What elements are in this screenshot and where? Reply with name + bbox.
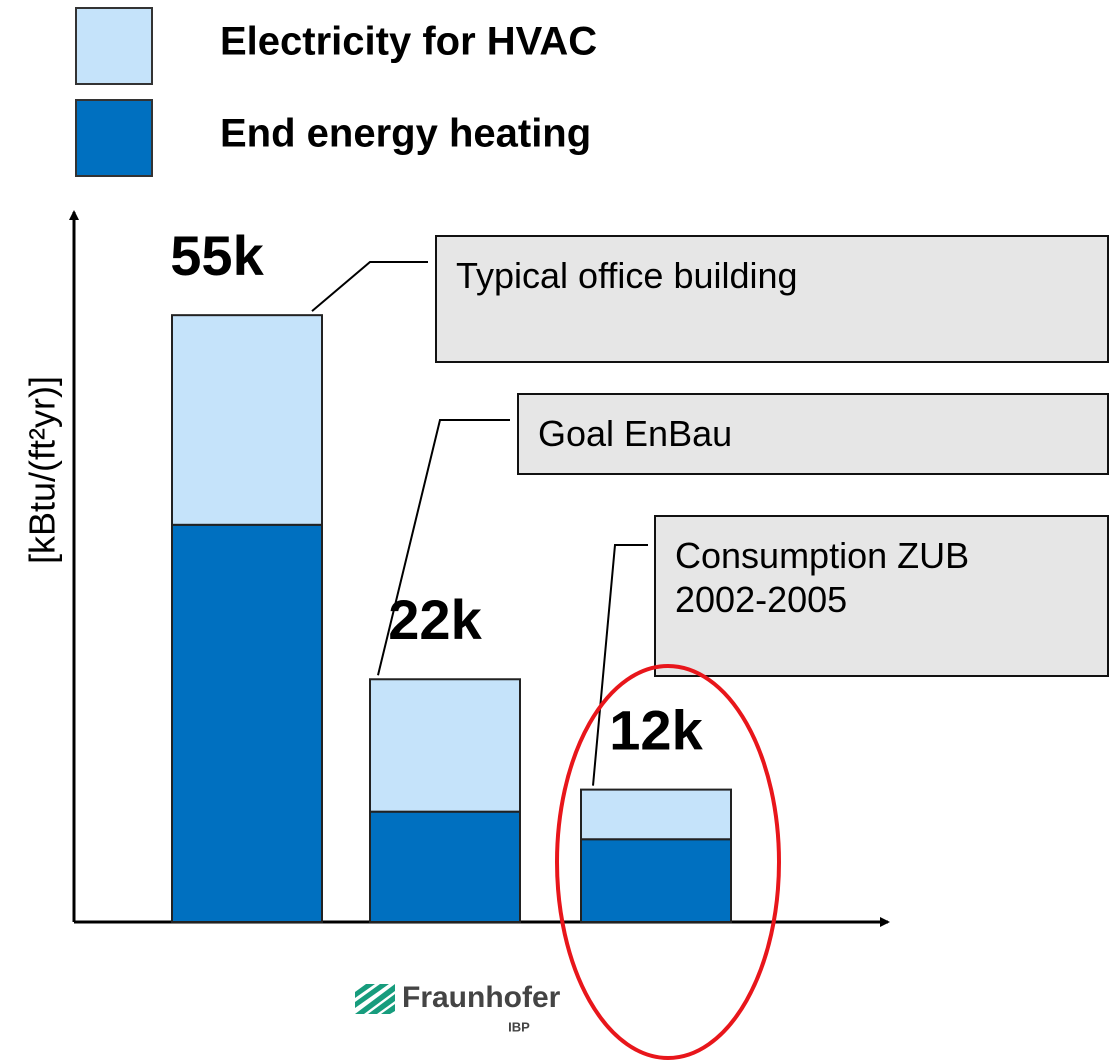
bar-segment: [369, 678, 521, 813]
bar-segment: [580, 788, 732, 841]
callout-leader: [377, 419, 510, 676]
bar-segment: [171, 314, 323, 526]
callout-text: Consumption ZUB 2002-2005: [675, 535, 969, 620]
legend-swatch: [75, 99, 153, 177]
logo-mark: [355, 984, 395, 1014]
callout-box: [517, 393, 1109, 475]
y-axis-label: [kBtu/(ft²yr)]: [22, 376, 63, 564]
logo-name: Fraunhofer: [402, 981, 561, 1014]
callout: Typical office building: [311, 235, 1109, 363]
logo-unit: IBP: [508, 1019, 530, 1034]
bar-segment: [171, 523, 323, 923]
callout-leader: [311, 261, 428, 312]
bar-segment: [580, 838, 732, 923]
total-label: 12k: [609, 698, 703, 761]
callout-box: [654, 515, 1109, 677]
legend-swatch: [75, 7, 153, 85]
callout: Goal EnBau: [377, 393, 1109, 676]
callout: Consumption ZUB 2002-2005: [592, 515, 1109, 786]
legend-label: End energy heating: [220, 112, 591, 156]
total-label: 22k: [388, 588, 482, 651]
logo: Fraunhofer IBP: [355, 981, 561, 1034]
callout-text: Typical office building: [456, 255, 798, 296]
callout-box: [435, 235, 1109, 363]
total-label: 55k: [170, 224, 264, 287]
legend-label: Electricity for HVAC: [220, 20, 597, 64]
highlight-ellipse: [555, 664, 781, 1060]
callout-text: Goal EnBau: [538, 413, 732, 454]
bar-segment: [369, 810, 521, 924]
